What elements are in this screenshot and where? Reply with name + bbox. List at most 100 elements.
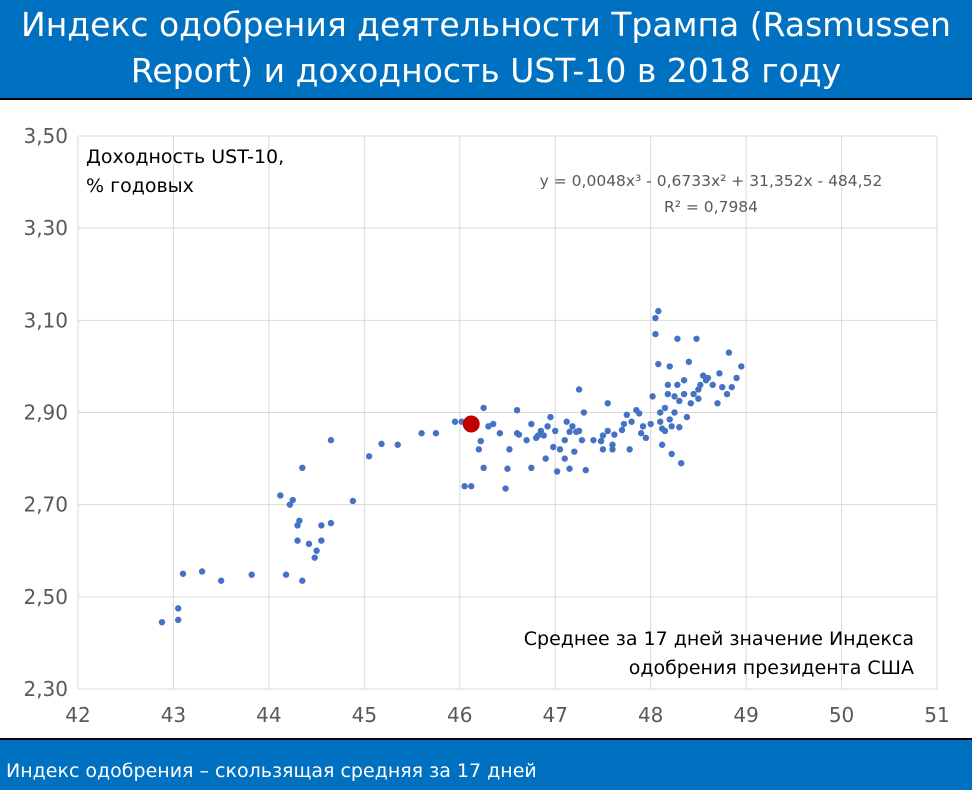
data-point [566,428,573,436]
y-tick-label: 2,70 [23,493,68,517]
data-point [618,426,626,434]
x-tick-label: 46 [447,703,472,727]
data-point [575,427,583,435]
data-point [198,568,206,575]
data-point [561,455,568,462]
x-tick-label: 50 [829,703,854,727]
data-point [175,605,182,612]
data-point [609,441,616,448]
data-point [418,430,425,437]
data-point [716,370,723,377]
data-point [623,411,631,419]
chart-title: Индекс одобрения деятельности Трампа (Ra… [0,0,972,98]
chart-labels: Доходность UST-10, % годовых Среднее за 17… [86,146,914,679]
data-point [175,616,182,624]
data-point [566,465,573,472]
data-point [604,427,611,435]
data-point [580,409,588,416]
data-point [502,485,509,492]
data-point [523,436,530,444]
chart-area: 42 43 44 45 46 47 48 49 50 51 2,30 2,50 2,70 2,90 3,10… [0,98,972,740]
data-point [528,420,535,428]
data-point [318,537,325,544]
x-tick-label: 49 [733,703,758,727]
data-point [299,464,306,471]
data-points [158,307,745,626]
data-point [668,450,675,458]
footer-note: Индекс одобрения – скользящая средняя за… [0,756,972,790]
data-point [657,418,664,425]
data-point [652,330,659,338]
data-point [540,432,547,439]
data-point [451,418,459,425]
data-point [636,410,643,417]
data-point [544,423,551,430]
x-tick-label: 43 [161,703,186,727]
data-point [666,416,673,423]
data-point [311,554,318,561]
data-point [378,440,385,448]
trendline-equation: y = 0,0048x³ - 0,6733x² + 31,352x - 484,… [540,172,883,190]
data-point [658,441,666,448]
data-point [394,441,401,448]
data-point [637,430,645,437]
data-point [678,459,685,467]
data-point [179,570,187,577]
x-axis-title: одобрения президента США [629,657,914,679]
data-point [294,537,301,544]
data-point [571,448,578,455]
data-point [599,432,607,439]
y-tick-label: 3,30 [23,216,68,240]
data-point [709,381,716,389]
data-point [652,314,659,322]
data-point [542,455,549,462]
data-point [553,468,561,475]
data-point [506,446,513,453]
x-tick-label: 47 [542,703,567,727]
data-point [550,443,557,451]
data-point [318,522,325,529]
data-point [664,390,672,398]
data-point [477,437,484,445]
data-point [504,465,511,472]
data-point [282,571,290,578]
data-point [687,400,694,407]
title-line-1: Индекс одобрения деятельности Трампа (Ra… [21,5,951,44]
y-axis-title: % годовых [86,175,194,197]
data-point [699,372,707,379]
data-point [515,431,523,438]
data-point [620,420,628,428]
data-point [661,404,669,412]
data-point [738,363,745,370]
data-point [639,423,647,430]
data-point [461,483,468,490]
data-point [556,446,564,453]
data-point [496,430,504,437]
data-point [666,363,673,370]
data-point [690,390,697,398]
data-point [680,377,688,384]
y-tick-label: 3,50 [23,124,68,148]
data-point [305,540,313,548]
data-point [655,307,662,315]
data-point [327,436,335,444]
data-point [655,360,662,368]
data-point [680,390,688,398]
data-point [578,436,586,444]
data-point [349,497,357,505]
data-point [468,483,475,490]
y-axis-title: Доходность UST-10, [86,146,284,168]
data-point [432,430,440,437]
data-point [217,577,225,584]
data-point [296,517,303,524]
data-point [534,432,542,439]
data-point [575,386,583,393]
trendline-r-squared: R² = 0,7984 [664,198,758,216]
data-point [693,335,700,342]
y-tick-label: 2,30 [23,677,68,701]
data-point [664,381,672,389]
data-point [676,424,683,431]
data-point [723,390,731,398]
data-point [485,423,492,430]
scatter-chart: 42 43 44 45 46 47 48 49 50 51 2,30 2,50 2,70 2,90 3,10… [23,124,949,727]
